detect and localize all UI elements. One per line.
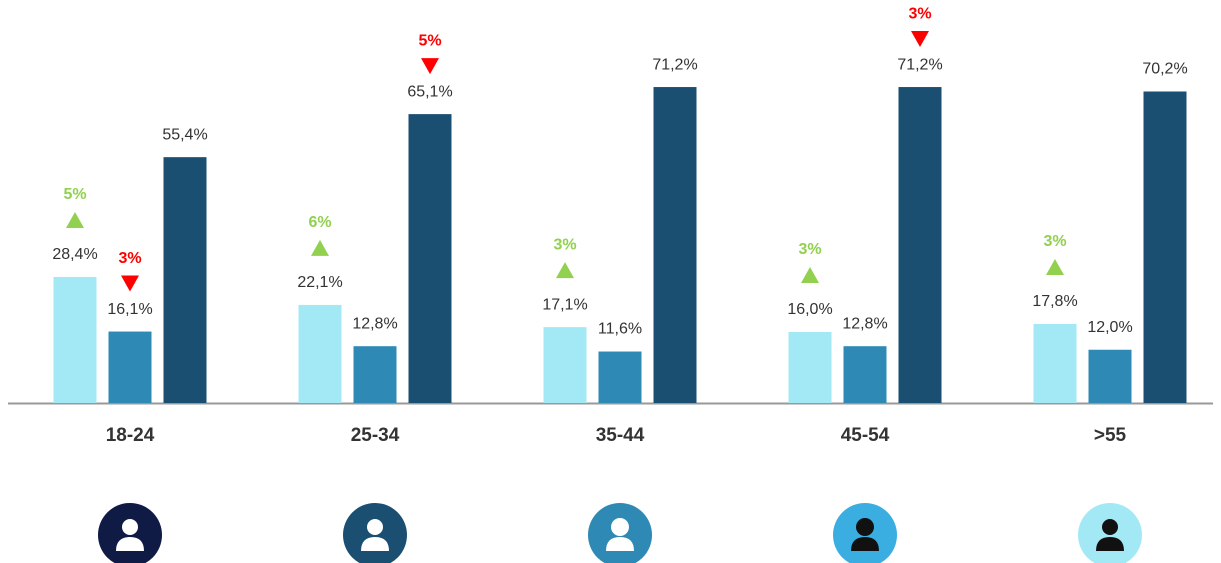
change-label: 3% — [118, 250, 141, 267]
change-label: 5% — [418, 32, 441, 49]
icon — [588, 503, 652, 563]
x-tick-label: 25-34 — [351, 425, 400, 446]
change-marker — [66, 211, 84, 228]
icon — [343, 503, 407, 563]
value-label: 22,1% — [297, 274, 342, 291]
icon — [1078, 503, 1142, 563]
change-label: 3% — [1043, 233, 1066, 250]
bar — [653, 87, 697, 404]
change-marker — [1046, 259, 1064, 276]
bar — [53, 276, 97, 403]
change-label: 3% — [798, 241, 821, 258]
bar — [843, 346, 887, 403]
bar — [298, 304, 342, 403]
bar — [1033, 324, 1077, 403]
bar — [898, 87, 942, 404]
x-tick-label: 18-24 — [106, 425, 155, 446]
change-label: 3% — [908, 5, 931, 22]
value-label: 16,1% — [107, 301, 152, 318]
change-marker — [911, 31, 929, 48]
x-tick-label: >55 — [1094, 425, 1127, 446]
value-label: 71,2% — [897, 56, 942, 73]
value-label: 12,8% — [352, 315, 397, 332]
change-marker — [121, 275, 139, 292]
value-label: 71,2% — [652, 56, 697, 73]
bar — [788, 332, 832, 403]
value-label: 11,6% — [598, 321, 642, 338]
value-label: 17,8% — [1032, 293, 1077, 310]
x-tick-label: 35-44 — [596, 425, 645, 446]
x-tick-label: 45-54 — [841, 425, 890, 446]
value-label: 12,0% — [1087, 319, 1132, 336]
value-label: 12,8% — [842, 315, 887, 332]
bar — [1143, 91, 1187, 404]
value-label: 70,2% — [1142, 61, 1187, 78]
bar — [353, 346, 397, 403]
bar — [408, 114, 452, 404]
value-label: 28,4% — [52, 246, 97, 263]
change-label: 5% — [63, 186, 86, 203]
icon — [98, 503, 162, 563]
value-label: 65,1% — [407, 83, 452, 100]
change-marker — [421, 58, 439, 75]
change-marker — [556, 262, 574, 279]
bar — [1088, 349, 1132, 403]
change-marker — [311, 239, 329, 256]
change-label: 3% — [553, 236, 576, 253]
bar — [108, 331, 152, 403]
value-label: 16,0% — [787, 301, 832, 318]
change-label: 6% — [308, 214, 331, 231]
value-label: 55,4% — [162, 126, 207, 143]
icon — [833, 503, 897, 563]
value-label: 17,1% — [542, 296, 587, 313]
change-marker — [801, 267, 819, 283]
bar — [543, 327, 587, 403]
bar — [598, 351, 642, 403]
bar — [163, 157, 207, 403]
icons — [98, 503, 1142, 563]
